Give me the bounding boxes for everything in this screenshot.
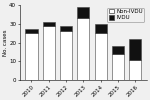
Bar [43,22,55,26]
Bar [77,18,90,80]
Bar [26,33,38,80]
Bar [129,39,141,60]
Bar [77,7,90,18]
Legend: Non-IVDU, IVDU: Non-IVDU, IVDU [107,8,144,22]
Y-axis label: No. cases: No. cases [3,29,8,56]
Bar [60,26,72,31]
Bar [43,26,55,80]
Bar [112,46,124,54]
Bar [112,54,124,80]
Bar [60,31,72,80]
Bar [95,24,107,33]
Bar [129,60,141,80]
Bar [95,33,107,80]
Bar [26,29,38,33]
